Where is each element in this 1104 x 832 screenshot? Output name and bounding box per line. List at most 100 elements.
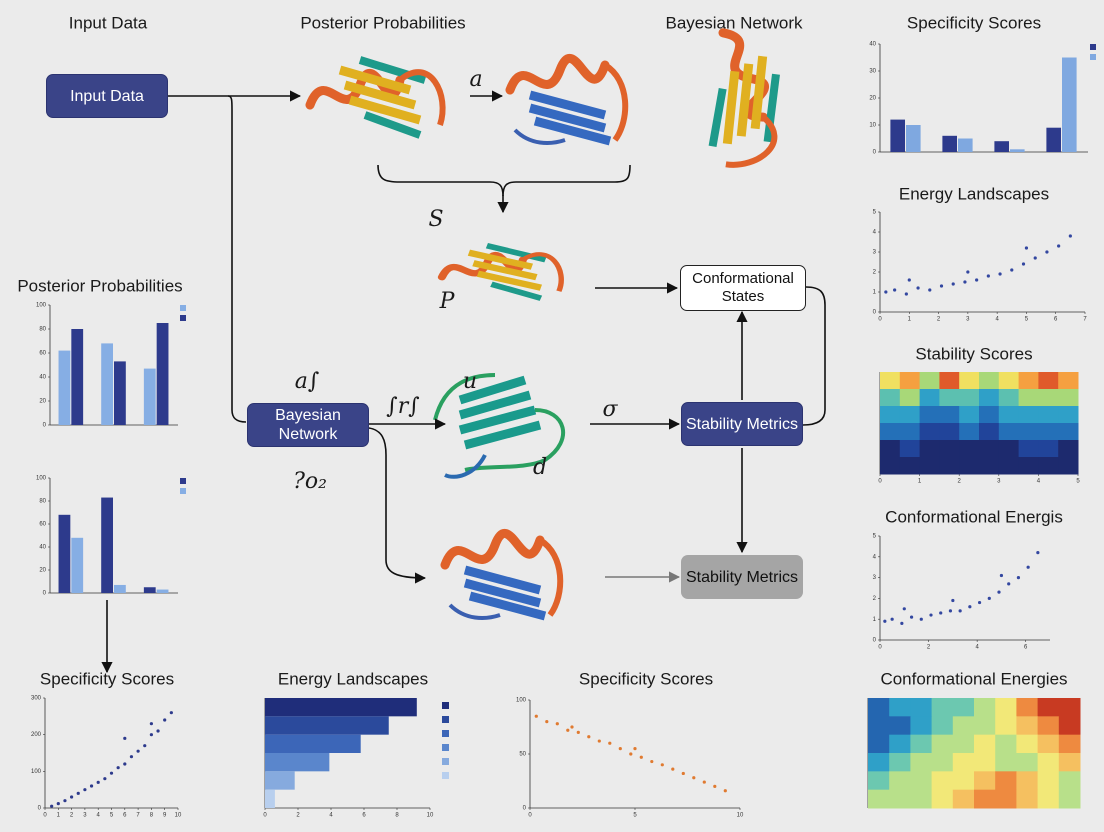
cell [979, 440, 1000, 458]
cell [998, 440, 1020, 458]
point [129, 755, 134, 759]
point [123, 762, 127, 766]
cell [998, 406, 1020, 424]
point [149, 733, 153, 737]
symbol: S [428, 207, 443, 232]
y-tick-label: 1 [873, 290, 877, 296]
point [916, 286, 920, 290]
y-tick-label: 100 [36, 303, 47, 309]
cell [939, 372, 960, 390]
y-tick-label: 40 [39, 545, 46, 551]
cell [880, 406, 901, 424]
legend-swatch [180, 478, 186, 484]
cell [995, 771, 1017, 791]
cell [939, 389, 960, 407]
point [555, 722, 559, 726]
cell [899, 440, 921, 458]
title: Energy Landscapes [899, 184, 1049, 203]
x-tick-label: 5 [1025, 317, 1029, 323]
point [986, 274, 990, 278]
y-tick-label: 300 [31, 696, 42, 702]
cell [931, 789, 954, 809]
point [566, 728, 570, 732]
bar [906, 125, 921, 152]
x-tick-label: 2 [70, 813, 74, 819]
cell [959, 457, 980, 475]
point [629, 752, 633, 756]
bar [114, 584, 126, 593]
point [977, 600, 982, 605]
bar [101, 343, 113, 425]
legend-swatch [1090, 44, 1096, 50]
point [156, 729, 160, 733]
cell [1058, 698, 1081, 717]
x-tick-label: 10 [737, 813, 744, 819]
symbol: a [469, 67, 482, 92]
cell [979, 457, 1000, 475]
point [618, 747, 622, 751]
bar [58, 350, 71, 425]
point [76, 791, 80, 795]
bar [942, 135, 957, 152]
legend-swatch [442, 758, 449, 765]
arrow [227, 95, 247, 423]
point [143, 744, 147, 748]
bar [958, 138, 973, 152]
cell [1058, 734, 1081, 754]
x-tick-label: 3 [83, 813, 87, 819]
point [123, 736, 127, 740]
point [56, 802, 60, 806]
point [966, 270, 970, 274]
cell [931, 771, 954, 791]
legend-swatch [180, 315, 186, 321]
point [681, 771, 685, 776]
cell [979, 406, 1000, 424]
cell [974, 753, 996, 772]
point [939, 611, 943, 615]
point [1057, 244, 1061, 248]
bar [265, 716, 389, 735]
symbol: u [463, 369, 477, 394]
y-tick-label: 0 [873, 150, 877, 156]
cell [952, 753, 975, 772]
cell [1038, 440, 1059, 458]
x-tick-label: 0 [43, 813, 47, 819]
node: Stability Metrics [681, 555, 803, 599]
cell [919, 372, 940, 390]
point [999, 573, 1004, 578]
x-tick-label: 1 [57, 813, 61, 819]
cell [1058, 457, 1079, 475]
cell [1016, 698, 1039, 717]
cell [1018, 389, 1039, 407]
bar [143, 587, 156, 593]
y-tick-label: 5 [873, 534, 877, 540]
cell [1018, 423, 1039, 441]
title: Posterior Probabilities [300, 13, 465, 32]
point [633, 747, 637, 751]
point [671, 767, 675, 771]
point [1010, 268, 1014, 272]
cell [1037, 734, 1060, 754]
cell [979, 389, 1000, 407]
cell [939, 440, 960, 458]
point [929, 613, 933, 617]
y-tick-label: 20 [869, 96, 876, 102]
bar [265, 734, 361, 753]
cell [974, 771, 996, 791]
cell [995, 716, 1017, 736]
cell [1016, 753, 1039, 772]
y-tick-label: 2 [873, 270, 877, 276]
bar [156, 589, 169, 593]
cell [974, 734, 996, 754]
point [570, 725, 574, 729]
cell [919, 457, 940, 475]
point [968, 605, 972, 609]
x-tick-label: 0 [878, 479, 882, 485]
cell [1037, 716, 1060, 736]
point [713, 784, 717, 789]
point [639, 755, 643, 759]
point [89, 784, 94, 788]
cell [919, 440, 940, 458]
cell [868, 734, 890, 754]
